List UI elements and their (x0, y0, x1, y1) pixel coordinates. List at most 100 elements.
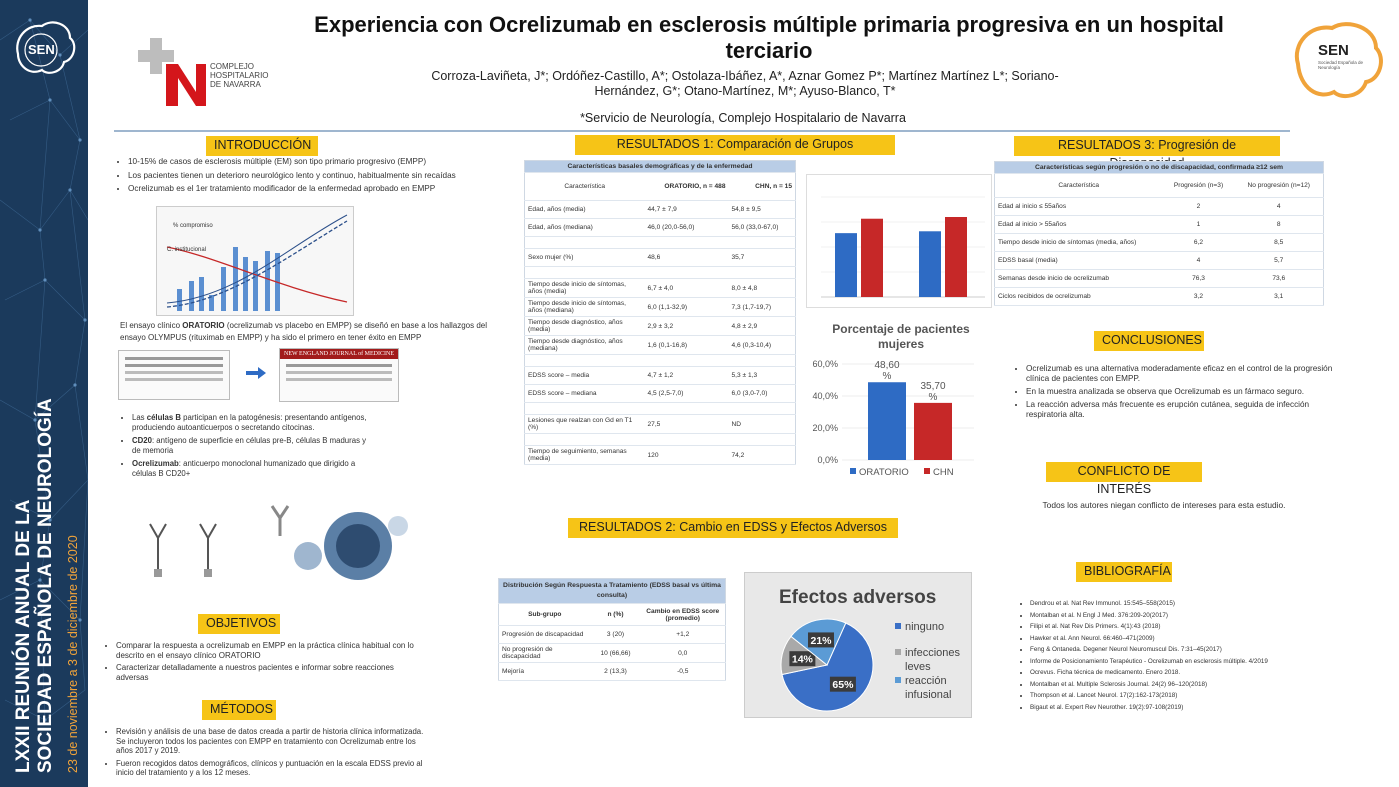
table-cell (524, 236, 645, 249)
table-cell (644, 236, 729, 249)
table-cell: Edad, años (mediana) (524, 218, 645, 237)
y-tick-label: 60,0% (812, 359, 838, 369)
progression-table-title: Características según progresión o no de… (994, 161, 1324, 174)
hospital-cross-icon (138, 38, 206, 106)
conclusion-bullet: En la muestra analizada se observa que O… (1026, 387, 1344, 397)
conclusion-bullet: La reacción adversa más frecuente es eru… (1026, 400, 1344, 420)
conflicto-heading: CONFLICTO DE INTERÉS (1046, 462, 1202, 496)
table-cell: Tiempo desde inicio de síntomas, años (m… (524, 297, 645, 317)
hospital-name-3: DE NAVARRA (210, 80, 261, 89)
table-cell (644, 402, 729, 415)
table-header: Sub-grupo (498, 603, 591, 626)
table-cell (728, 402, 796, 415)
bibliografia-list: Dendrou et al. Nat Rev Immunol. 15:545–5… (1018, 598, 1378, 713)
objetivo-bullet: Comparar la respuesta a ocrelizumab en E… (116, 641, 414, 660)
table-cell: 0,0 (640, 643, 726, 663)
table-row: Edad al inicio > 55años 1 8 (994, 215, 1324, 234)
table-cell: 46,0 (20,0-56,0) (644, 218, 729, 237)
table-cell: Tiempo desde diagnóstico, años (mediana) (524, 335, 645, 355)
table-cell: 5,7 (1234, 251, 1324, 270)
table-row: Progresión de discapacidad 3 (20) +1,2 (498, 625, 726, 644)
table-cell (728, 354, 796, 367)
table-cell: Lesiones que realzan con Gd en T1 (%) (524, 414, 645, 434)
table-header: Cambio en EDSS score (promedio) (640, 603, 726, 626)
baseline-table: Características basales demográficas y d… (524, 160, 796, 465)
legend-label: CHN (933, 467, 954, 478)
table-cell (728, 266, 796, 279)
table-row: Mejoría 2 (13,3) -0,5 (498, 662, 726, 681)
reference-item: Montalban et al. Multiple Sclerosis Jour… (1030, 679, 1378, 691)
pie-label-box (789, 651, 816, 667)
antibody-structure-figure (149, 523, 217, 577)
metodos-bullets: Revisión y análisis de una base de datos… (104, 727, 424, 781)
adverse-chart-title: Efectos adversos (779, 587, 937, 608)
bcell-cd20-icon (270, 505, 408, 580)
table-cell: Edad, años (media) (524, 200, 645, 219)
table-header: No progresión (n=12) (1234, 173, 1324, 198)
pie-value-label: 21% (810, 635, 832, 647)
pie-value-label: 14% (792, 654, 814, 666)
oratorio-text: El ensayo clínico ORATORIO (ocrelizumab … (120, 321, 488, 342)
conclusiones-heading: CONCLUSIONES (1094, 331, 1204, 351)
adverse-events-chart: Efectos adversos 65% 14% 21% ninguno infecci… (744, 572, 972, 718)
table-row: Semanas desde inicio de ocrelizumab 76,3 7… (994, 269, 1324, 288)
bar-0-0 (835, 233, 857, 297)
legend-swatch (924, 468, 930, 474)
progression-table: Características según progresión o no de… (994, 161, 1324, 306)
table-cell: 1 (1162, 215, 1235, 234)
table-header: Característica (524, 172, 645, 201)
table-cell: 6,7 ± 4,0 (644, 278, 729, 298)
table-cell: Tiempo desde inicio de síntomas (media, … (994, 233, 1163, 252)
table-row (524, 266, 796, 279)
table-header: ORATORIO, n = 488 (644, 172, 729, 201)
oratorio-figure: % compromiso C. institucional (156, 206, 354, 316)
table-cell: Edad al inicio ≤ 55años (994, 197, 1163, 216)
reference-item: Ocrevus. Ficha técnica de medicamento. E… (1030, 667, 1378, 679)
cd20-bullet: CD20: antígeno de superficie en células … (132, 436, 370, 456)
table-cell: +1,2 (640, 625, 726, 644)
congress-dates: 23 de noviembre a 3 de diciembre de 2020 (66, 535, 80, 773)
table-cell: 6,0 (3,0-7,0) (728, 384, 796, 403)
bibliografia-heading: BIBLIOGRAFÍA (1076, 562, 1172, 582)
table-row: Edad al inicio ≤ 55años 2 4 (994, 197, 1324, 216)
table-cell: Edad al inicio > 55años (994, 215, 1163, 234)
table-row (524, 402, 796, 415)
table-cell: 4,5 (2,5-7,0) (644, 384, 729, 403)
table-cell (524, 266, 645, 279)
neural-network-graphic (0, 18, 88, 722)
table-row: Tiempo desde diagnóstico, años (mediana)… (524, 335, 796, 355)
table-row: EDSS score – media 4,7 ± 1,2 5,3 ± 1,3 (524, 366, 796, 385)
reference-item: Thompson et al. Lancet Neurol. 17(2):162… (1030, 690, 1378, 702)
table-cell: 3,1 (1234, 287, 1324, 306)
table-row: Edad, años (mediana) 46,0 (20,0-56,0) 56,0… (524, 218, 796, 237)
pie-value-label: 65% (832, 679, 854, 691)
table-cell: 74,2 (728, 445, 796, 465)
y-tick-label: 0,0% (817, 455, 838, 465)
women-percentage-chart: Porcentaje de pacientes mujeres 0,0% 20,0… (806, 320, 992, 482)
poster-title: Experiencia con Ocrelizumab en esclerosi… (314, 12, 1224, 63)
women-chart-svg: 0,0%20,0%40,0%60,0% 48,60%35,70%ORATORIO C… (812, 359, 974, 478)
sen-logo-sub: Sociedad Española de Neurología (1318, 60, 1364, 70)
table-cell: EDSS score – mediana (524, 384, 645, 403)
table-cell (644, 433, 729, 446)
legend-label: ORATORIO (859, 467, 909, 478)
reference-item: Filipi et al. Nat Rev Dis Primers. 4(1):… (1030, 621, 1378, 633)
conclusion-bullet: Ocrelizumab es una alternativa moderadam… (1026, 364, 1344, 384)
intro-heading: INTRODUCCIÓN (206, 136, 318, 156)
women-chart-title: Porcentaje de pacientes mujeres (832, 322, 970, 351)
congress-line2: SOCIEDAD ESPAÑOLA DE NEUROLOGÍA (35, 398, 56, 773)
ocrelizumab-bullet: Ocrelizumab: anticuerpo monoclonal human… (132, 459, 370, 479)
table-row: EDSS basal (media) 4 5,7 (994, 251, 1324, 270)
objetivo-bullet: Caracterizar detalladamente a nuestros p… (116, 663, 414, 682)
table-cell: 5,3 ± 1,3 (728, 366, 796, 385)
intro-bullet: Los pacientes tienen un deterioro neurol… (128, 171, 516, 182)
res2-heading: RESULTADOS 2: Cambio en EDSS y Efectos A… (568, 518, 898, 538)
table-cell (524, 433, 645, 446)
conclusiones-bullets: Ocrelizumab es una alternativa moderadam… (1014, 364, 1344, 423)
table-cell: ND (728, 414, 796, 434)
bar-CHN (914, 402, 952, 460)
table-cell: 2,9 ± 3,2 (644, 316, 729, 336)
adverse-pie-svg: 65% 14% 21% ninguno infecciones levesreacción… (780, 618, 961, 712)
olympus-article-thumbnail (118, 350, 230, 400)
table-cell: 48,6 (644, 248, 729, 267)
